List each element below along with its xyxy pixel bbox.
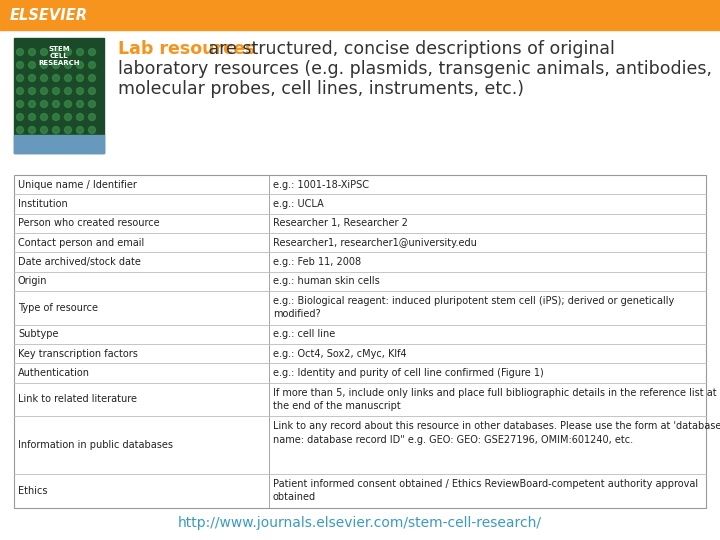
Circle shape bbox=[17, 126, 24, 133]
Circle shape bbox=[89, 100, 96, 107]
Circle shape bbox=[17, 62, 24, 69]
Circle shape bbox=[53, 87, 60, 94]
Circle shape bbox=[76, 126, 84, 133]
Circle shape bbox=[89, 62, 96, 69]
Circle shape bbox=[17, 49, 24, 56]
Circle shape bbox=[17, 75, 24, 82]
Text: e.g.: Feb 11, 2008: e.g.: Feb 11, 2008 bbox=[273, 257, 361, 267]
Text: Link to any record about this resource in other databases. Please use the form a: Link to any record about this resource i… bbox=[273, 421, 720, 444]
Text: e.g.: Identity and purity of cell line confirmed (Figure 1): e.g.: Identity and purity of cell line c… bbox=[273, 368, 544, 378]
Text: Origin: Origin bbox=[18, 276, 48, 286]
Circle shape bbox=[40, 75, 48, 82]
Circle shape bbox=[76, 139, 84, 146]
Circle shape bbox=[40, 139, 48, 146]
Circle shape bbox=[53, 75, 60, 82]
Circle shape bbox=[76, 62, 84, 69]
Circle shape bbox=[89, 126, 96, 133]
Circle shape bbox=[53, 62, 60, 69]
Circle shape bbox=[40, 49, 48, 56]
Circle shape bbox=[29, 87, 35, 94]
Circle shape bbox=[53, 100, 60, 107]
Circle shape bbox=[65, 113, 71, 120]
Circle shape bbox=[65, 49, 71, 56]
Text: http://www.journals.elsevier.com/stem-cell-research/: http://www.journals.elsevier.com/stem-ce… bbox=[178, 516, 542, 530]
Text: Link to related literature: Link to related literature bbox=[18, 394, 137, 404]
Text: laboratory resources (e.g. plasmids, transgenic animals, antibodies,: laboratory resources (e.g. plasmids, tra… bbox=[118, 60, 712, 78]
Text: Researcher 1, Researcher 2: Researcher 1, Researcher 2 bbox=[273, 218, 408, 228]
Circle shape bbox=[76, 100, 84, 107]
Circle shape bbox=[40, 113, 48, 120]
Bar bbox=[14, 175, 706, 508]
Circle shape bbox=[65, 87, 71, 94]
Circle shape bbox=[53, 126, 60, 133]
Circle shape bbox=[29, 49, 35, 56]
Circle shape bbox=[65, 139, 71, 146]
Circle shape bbox=[89, 139, 96, 146]
Circle shape bbox=[89, 75, 96, 82]
Bar bbox=[14, 38, 104, 153]
Circle shape bbox=[17, 87, 24, 94]
Circle shape bbox=[53, 139, 60, 146]
Circle shape bbox=[53, 49, 60, 56]
Text: Person who created resource: Person who created resource bbox=[18, 218, 160, 228]
Circle shape bbox=[40, 126, 48, 133]
Circle shape bbox=[76, 113, 84, 120]
Circle shape bbox=[76, 87, 84, 94]
Circle shape bbox=[89, 87, 96, 94]
Circle shape bbox=[29, 62, 35, 69]
Circle shape bbox=[29, 126, 35, 133]
Text: e.g.: human skin cells: e.g.: human skin cells bbox=[273, 276, 379, 286]
Circle shape bbox=[17, 139, 24, 146]
Circle shape bbox=[29, 100, 35, 107]
Bar bbox=[0, 0, 720, 30]
Text: Date archived/stock date: Date archived/stock date bbox=[18, 257, 141, 267]
Circle shape bbox=[65, 75, 71, 82]
Text: ELSEVIER: ELSEVIER bbox=[10, 8, 88, 23]
Text: molecular probes, cell lines, instruments, etc.): molecular probes, cell lines, instrument… bbox=[118, 80, 524, 98]
Text: Patient informed consent obtained / Ethics ReviewBoard-competent authority appro: Patient informed consent obtained / Ethi… bbox=[273, 479, 698, 502]
Circle shape bbox=[17, 100, 24, 107]
Circle shape bbox=[89, 49, 96, 56]
Circle shape bbox=[65, 62, 71, 69]
Circle shape bbox=[29, 113, 35, 120]
Circle shape bbox=[76, 49, 84, 56]
Circle shape bbox=[40, 87, 48, 94]
Text: Contact person and email: Contact person and email bbox=[18, 238, 144, 247]
Text: Subtype: Subtype bbox=[18, 329, 58, 339]
Circle shape bbox=[29, 75, 35, 82]
Circle shape bbox=[29, 139, 35, 146]
Text: Researcher1, researcher1@university.edu: Researcher1, researcher1@university.edu bbox=[273, 238, 477, 247]
Text: Institution: Institution bbox=[18, 199, 68, 209]
Text: If more than 5, include only links and place full bibliographic details in the r: If more than 5, include only links and p… bbox=[273, 388, 716, 411]
Text: Lab resources: Lab resources bbox=[118, 40, 256, 58]
Text: e.g.: Oct4, Sox2, cMyc, Klf4: e.g.: Oct4, Sox2, cMyc, Klf4 bbox=[273, 348, 406, 359]
Bar bbox=[14, 135, 104, 153]
Circle shape bbox=[40, 62, 48, 69]
Circle shape bbox=[17, 113, 24, 120]
Text: Information in public databases: Information in public databases bbox=[18, 440, 173, 450]
Text: e.g.: 1001-18-XiPSC: e.g.: 1001-18-XiPSC bbox=[273, 180, 369, 190]
Text: are structured, concise descriptions of original: are structured, concise descriptions of … bbox=[203, 40, 615, 58]
Text: e.g.: cell line: e.g.: cell line bbox=[273, 329, 335, 339]
Circle shape bbox=[89, 113, 96, 120]
Text: STEM
CELL
RESEARCH: STEM CELL RESEARCH bbox=[38, 46, 80, 66]
Circle shape bbox=[76, 75, 84, 82]
Circle shape bbox=[53, 113, 60, 120]
Text: Ethics: Ethics bbox=[18, 486, 48, 496]
Circle shape bbox=[65, 100, 71, 107]
Text: Type of resource: Type of resource bbox=[18, 303, 98, 313]
Text: Authentication: Authentication bbox=[18, 368, 90, 378]
Circle shape bbox=[65, 126, 71, 133]
Text: e.g.: Biological reagent: induced pluripotent stem cell (iPS); derived or geneti: e.g.: Biological reagent: induced plurip… bbox=[273, 296, 674, 319]
Text: Key transcription factors: Key transcription factors bbox=[18, 348, 138, 359]
Circle shape bbox=[40, 100, 48, 107]
Text: Unique name / Identifier: Unique name / Identifier bbox=[18, 180, 137, 190]
Text: e.g.: UCLA: e.g.: UCLA bbox=[273, 199, 323, 209]
